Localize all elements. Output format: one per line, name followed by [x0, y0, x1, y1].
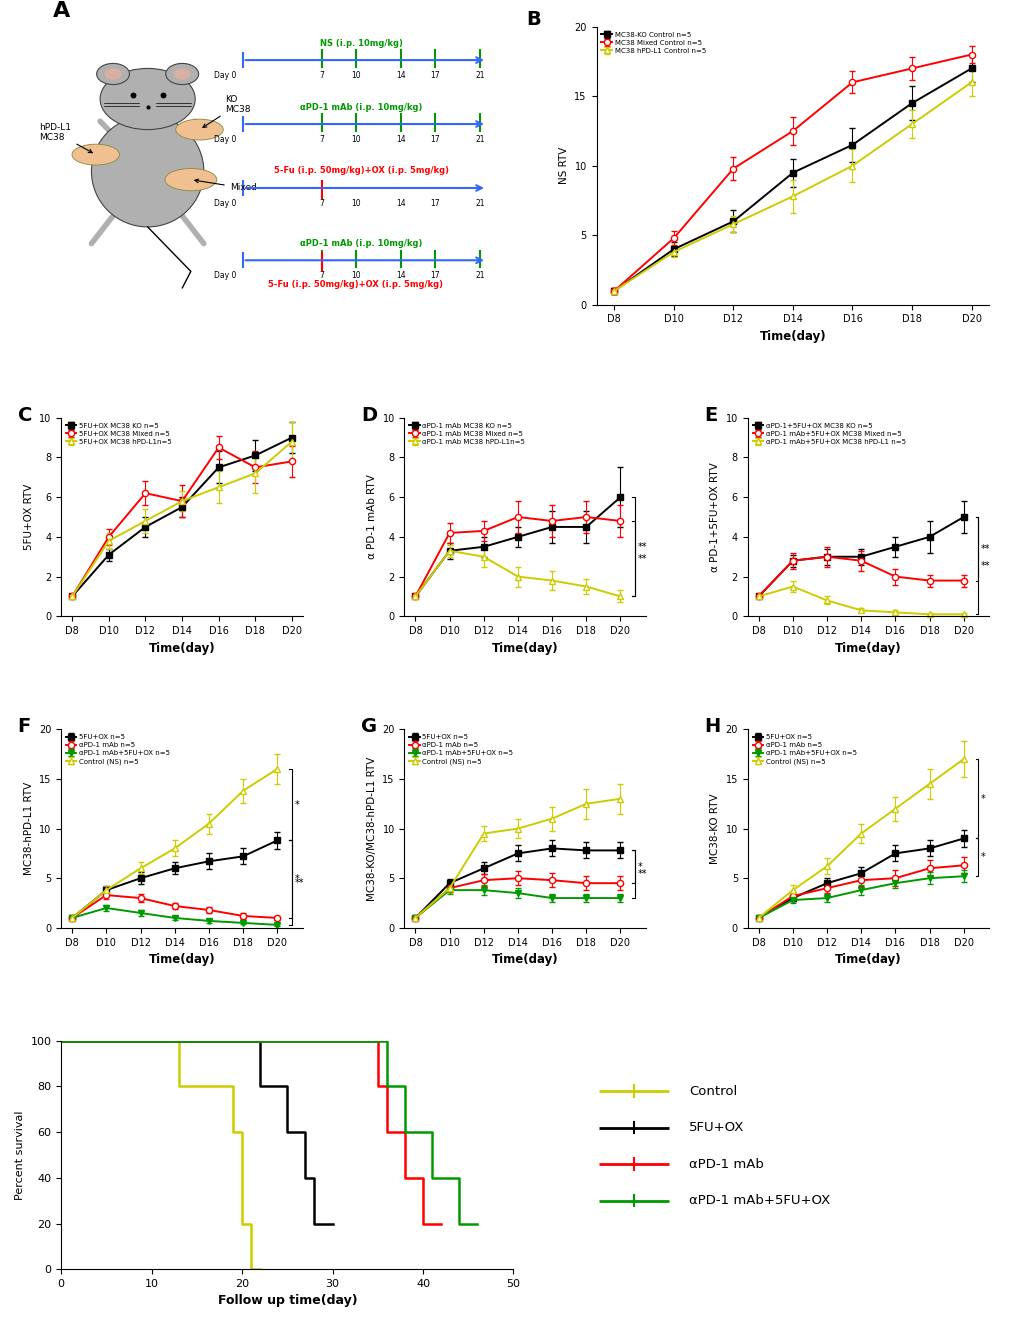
Text: *: * — [980, 852, 984, 862]
Text: 10: 10 — [351, 71, 361, 80]
Text: 14: 14 — [396, 271, 406, 279]
Text: Mixed: Mixed — [195, 179, 257, 192]
Text: 14: 14 — [396, 135, 406, 143]
Text: 7: 7 — [319, 271, 324, 279]
Circle shape — [166, 63, 199, 84]
Text: 21: 21 — [475, 199, 485, 207]
Text: 21: 21 — [475, 71, 485, 80]
Circle shape — [173, 68, 191, 80]
Ellipse shape — [92, 116, 204, 227]
Legend: 5FU+OX MC38 KO n=5, 5FU+OX MC38 Mixed n=5, 5FU+OX MC38 hPD-L1n=5: 5FU+OX MC38 KO n=5, 5FU+OX MC38 Mixed n=… — [64, 421, 173, 446]
Legend: MC38-KO Control n=5, MC38 Mixed Control n=5, MC38 hPD-L1 Control n=5: MC38-KO Control n=5, MC38 Mixed Control … — [599, 31, 706, 55]
Y-axis label: α PD-1+5FU+OX RTV: α PD-1+5FU+OX RTV — [709, 462, 719, 572]
Ellipse shape — [72, 144, 119, 166]
Text: 7: 7 — [319, 71, 324, 80]
Text: Day 0: Day 0 — [214, 71, 236, 80]
Text: **: ** — [980, 544, 989, 554]
Y-axis label: NS RTV: NS RTV — [558, 147, 569, 184]
Text: αPD-1 mAb: αPD-1 mAb — [689, 1157, 763, 1170]
Legend: 5FU+OX n=5, αPD-1 mAb n=5, αPD-1 mAb+5FU+OX n=5, Control (NS) n=5: 5FU+OX n=5, αPD-1 mAb n=5, αPD-1 mAb+5FU… — [64, 732, 171, 767]
Y-axis label: Percent survival: Percent survival — [15, 1110, 24, 1200]
X-axis label: Time(day): Time(day) — [491, 641, 558, 655]
Text: 14: 14 — [396, 199, 406, 207]
Text: 5FU+OX: 5FU+OX — [689, 1121, 744, 1134]
Text: D: D — [361, 406, 377, 425]
Text: 10: 10 — [351, 199, 361, 207]
Text: KO
MC38: KO MC38 — [203, 95, 251, 127]
X-axis label: Time(day): Time(day) — [149, 953, 215, 966]
Text: 17: 17 — [430, 71, 439, 80]
Ellipse shape — [165, 168, 217, 191]
Text: Day 0: Day 0 — [214, 199, 236, 207]
Legend: 5FU+OX n=5, αPD-1 mAb n=5, αPD-1 mAb+5FU+OX n=5, Control (NS) n=5: 5FU+OX n=5, αPD-1 mAb n=5, αPD-1 mAb+5FU… — [750, 732, 857, 767]
Text: αPD-1 mAb (i.p. 10mg/kg): αPD-1 mAb (i.p. 10mg/kg) — [300, 239, 422, 247]
Text: **: ** — [637, 553, 646, 564]
Text: **: ** — [637, 870, 646, 879]
Text: *: * — [980, 794, 984, 804]
Text: **: ** — [980, 561, 989, 570]
Text: G: G — [361, 717, 377, 736]
Text: **: ** — [637, 542, 646, 552]
Text: *: * — [637, 862, 642, 872]
Text: H: H — [703, 717, 719, 736]
Text: F: F — [17, 717, 31, 736]
Text: **: ** — [294, 878, 304, 887]
Text: Day 0: Day 0 — [214, 271, 236, 279]
Y-axis label: MC38-KO RTV: MC38-KO RTV — [709, 794, 719, 864]
Text: A: A — [53, 1, 69, 21]
Text: Day 0: Day 0 — [214, 135, 236, 143]
Text: 21: 21 — [475, 135, 485, 143]
Text: *: * — [294, 800, 299, 810]
Text: E: E — [703, 406, 716, 425]
Text: 17: 17 — [430, 199, 439, 207]
Ellipse shape — [175, 119, 223, 140]
Text: αPD-1 mAb (i.p. 10mg/kg): αPD-1 mAb (i.p. 10mg/kg) — [300, 103, 422, 111]
Text: *: * — [294, 874, 299, 884]
Text: 5-Fu (i.p. 50mg/kg)+OX (i.p. 5mg/kg): 5-Fu (i.p. 50mg/kg)+OX (i.p. 5mg/kg) — [274, 167, 448, 175]
Text: 7: 7 — [319, 135, 324, 143]
Text: 14: 14 — [396, 71, 406, 80]
Legend: αPD-1 mAb MC38 KO n=5, αPD-1 mAb MC38 Mixed n=5, αPD-1 mAb MC38 hPD-L1n=5: αPD-1 mAb MC38 KO n=5, αPD-1 mAb MC38 Mi… — [408, 421, 526, 446]
Circle shape — [100, 68, 195, 130]
Y-axis label: 5FU+OX RTV: 5FU+OX RTV — [23, 484, 34, 550]
Text: αPD-1 mAb+5FU+OX: αPD-1 mAb+5FU+OX — [689, 1194, 829, 1208]
Circle shape — [104, 68, 121, 80]
Legend: 5FU+OX n=5, αPD-1 mAb n=5, αPD-1 mAb+5FU+OX n=5, Control (NS) n=5: 5FU+OX n=5, αPD-1 mAb n=5, αPD-1 mAb+5FU… — [408, 732, 515, 767]
Text: C: C — [17, 406, 32, 425]
Y-axis label: α PD-1 mAb RTV: α PD-1 mAb RTV — [367, 474, 377, 560]
Y-axis label: MC38-hPD-L1 RTV: MC38-hPD-L1 RTV — [23, 782, 34, 875]
Text: B: B — [525, 11, 540, 29]
Text: 21: 21 — [475, 271, 485, 279]
Legend: αPD-1+5FU+OX MC38 KO n=5, αPD-1 mAb+5FU+OX MC38 Mixed n=5, αPD-1 mAb+5FU+OX MC38: αPD-1+5FU+OX MC38 KO n=5, αPD-1 mAb+5FU+… — [750, 421, 906, 446]
X-axis label: Time(day): Time(day) — [835, 953, 901, 966]
X-axis label: Time(day): Time(day) — [759, 330, 825, 343]
Y-axis label: MC38-KO/MC38-hPD-L1 RTV: MC38-KO/MC38-hPD-L1 RTV — [367, 756, 376, 900]
X-axis label: Time(day): Time(day) — [835, 641, 901, 655]
Text: 10: 10 — [351, 271, 361, 279]
Text: 5-Fu (i.p. 50mg/kg)+OX (i.p. 5mg/kg): 5-Fu (i.p. 50mg/kg)+OX (i.p. 5mg/kg) — [268, 279, 443, 289]
Text: hPD-L1
MC38: hPD-L1 MC38 — [40, 123, 92, 152]
X-axis label: Time(day): Time(day) — [491, 953, 558, 966]
Text: 10: 10 — [351, 135, 361, 143]
Text: 17: 17 — [430, 135, 439, 143]
Text: 7: 7 — [319, 199, 324, 207]
X-axis label: Follow up time(day): Follow up time(day) — [217, 1295, 357, 1308]
Circle shape — [97, 63, 129, 84]
X-axis label: Time(day): Time(day) — [149, 641, 215, 655]
Text: Control: Control — [689, 1085, 737, 1098]
Text: NS (i.p. 10mg/kg): NS (i.p. 10mg/kg) — [320, 39, 403, 48]
Text: 17: 17 — [430, 271, 439, 279]
